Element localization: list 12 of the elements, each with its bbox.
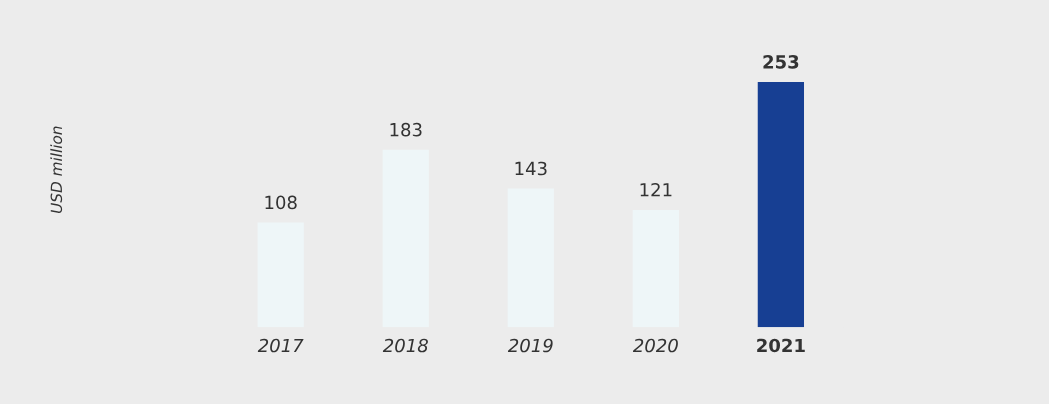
bar [757, 81, 805, 328]
data-label: 183 [390, 122, 422, 137]
x-tick-label: 2018 [382, 338, 428, 353]
x-tick-label: 2019 [507, 338, 553, 353]
text: USD million [50, 126, 63, 213]
x-tick-label: 2017 [257, 338, 304, 353]
data-label: 253 [763, 54, 799, 69]
x-tick-label: 2020 [632, 338, 678, 353]
data-label: 108 [265, 195, 297, 210]
x-tick-label: 2021 [757, 338, 805, 353]
data-label: 121 [640, 182, 672, 197]
data-label: 143 [515, 161, 547, 176]
